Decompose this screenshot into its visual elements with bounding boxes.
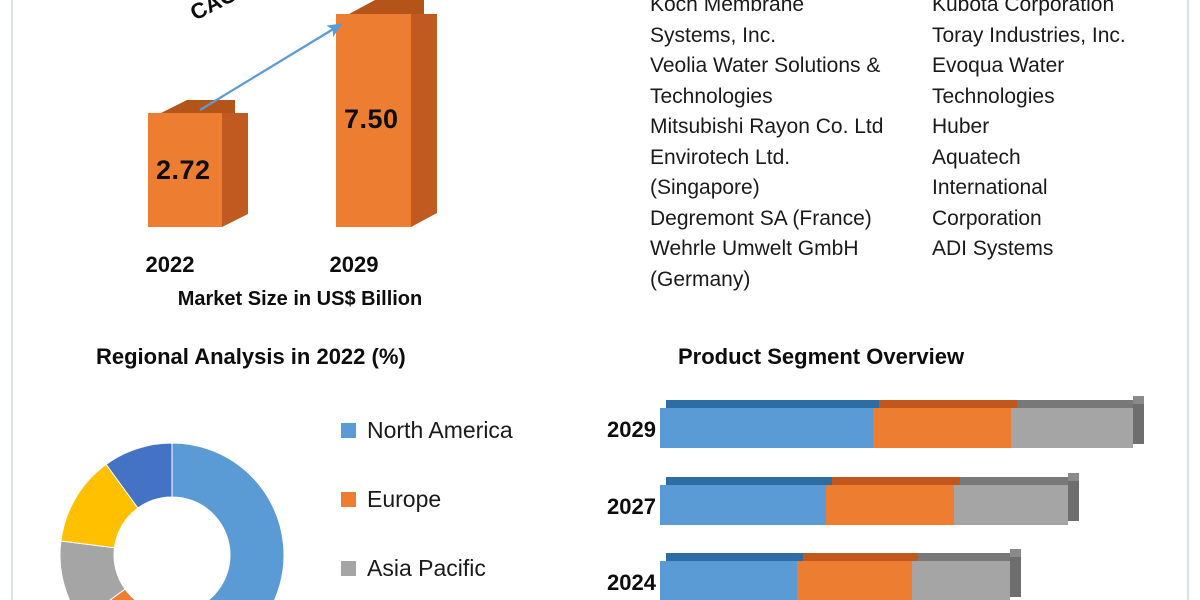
legend-swatch-europe — [341, 492, 356, 507]
segment-piece-gray — [954, 477, 1074, 525]
company-item: Huber — [932, 115, 990, 138]
segment-bar-2029 — [660, 396, 1144, 448]
company-lists: Koch Membrane Systems, Inc. Veolia Water… — [650, 0, 1190, 295]
segment-bar-2024-end-cap — [1010, 549, 1021, 597]
regional-legend: North America Europe Asia Pacific — [341, 396, 513, 600]
company-item: Koch Membrane Systems, Inc. — [650, 0, 805, 47]
legend-swatch-asia-pacific — [341, 561, 356, 576]
column-axis-title: Market Size in US$ Billion — [177, 288, 423, 310]
legend-label-asia-pacific: Asia Pacific — [367, 555, 486, 581]
segment-year-2029: 2029 — [607, 417, 656, 442]
column-bar-2029-value: 7.50 — [344, 104, 399, 134]
column-bar-2022 — [148, 100, 222, 227]
segment-bar-2027-end-cap — [1068, 473, 1079, 521]
column-axis-year-2022: 2022 — [145, 252, 195, 277]
legend-swatch-north-america — [341, 423, 356, 438]
column-bar-2029 — [336, 0, 411, 227]
regional-analysis-chart: Regional Analysis in 2022 (%) North Amer… — [0, 330, 600, 600]
legend-item-north-america: North America — [341, 396, 513, 465]
regional-chart-title: Regional Analysis in 2022 (%) — [96, 344, 406, 369]
cagr-arrow-icon — [199, 23, 343, 111]
regional-donut — [59, 442, 285, 600]
legend-label-north-america: North America — [367, 417, 513, 443]
legend-item-asia-pacific: Asia Pacific — [341, 534, 513, 600]
segment-piece-orange — [797, 553, 918, 600]
segment-piece-blue — [660, 477, 832, 525]
column-axis-year-2029: 2029 — [329, 252, 379, 277]
segment-piece-gray — [912, 553, 1016, 600]
legend-item-europe: Europe — [341, 465, 513, 534]
company-item: Veolia Water Solutions & Technologies — [650, 54, 881, 108]
segment-year-2024: 2024 — [607, 570, 656, 595]
column-bar-2022-value: 2.72 — [156, 155, 211, 185]
left-frame-rule — [11, 0, 13, 600]
company-item: Degremont SA (France) — [650, 206, 872, 230]
company-item: Toray Industries, Inc. — [932, 23, 1126, 47]
donut-slice-europe — [109, 588, 137, 600]
company-item: Mitsubishi Rayon Co. Ltd — [650, 115, 884, 138]
legend-label-europe: Europe — [367, 486, 442, 512]
segment-bar-2024 — [660, 549, 1021, 600]
segment-bar-2029-end-cap — [1133, 396, 1144, 444]
segment-chart-title: Product Segment Overview — [678, 344, 965, 369]
company-item: Kubota Corporation — [932, 0, 1115, 16]
segment-piece-blue — [660, 400, 879, 448]
company-item: ADI Systems — [932, 237, 1054, 260]
segment-piece-orange — [826, 477, 960, 525]
segment-piece-blue — [660, 553, 803, 600]
segment-year-2027: 2027 — [607, 494, 656, 519]
column-bar-2022-side — [222, 113, 248, 227]
column-bar-2029-face — [336, 14, 411, 227]
company-item: Wehrle Umwelt GmbH (Germany) — [650, 237, 859, 291]
company-item: Evoqua Water Technologies — [932, 54, 1065, 108]
column-bar-2022-face — [148, 113, 222, 227]
column-bar-2029-side — [411, 14, 437, 227]
segment-bar-2027 — [660, 473, 1079, 525]
right-frame-rule — [1187, 0, 1189, 600]
company-item: Envirotech Ltd. (Singapore) — [650, 145, 791, 200]
company-column-right: Kubota Corporation Toray Industries, Inc… — [932, 0, 1182, 295]
market-size-column-chart: 2.72 7.50 CAGR 15.55% 2022 2029 Market S… — [0, 0, 640, 330]
segment-piece-gray — [1011, 400, 1139, 448]
segment-piece-orange — [873, 400, 1017, 448]
company-item: Aquatech International Corporation — [932, 145, 1048, 230]
product-segment-chart: Product Segment Overview 2029 2 — [560, 330, 1200, 600]
company-column-left: Koch Membrane Systems, Inc. Veolia Water… — [650, 0, 932, 295]
